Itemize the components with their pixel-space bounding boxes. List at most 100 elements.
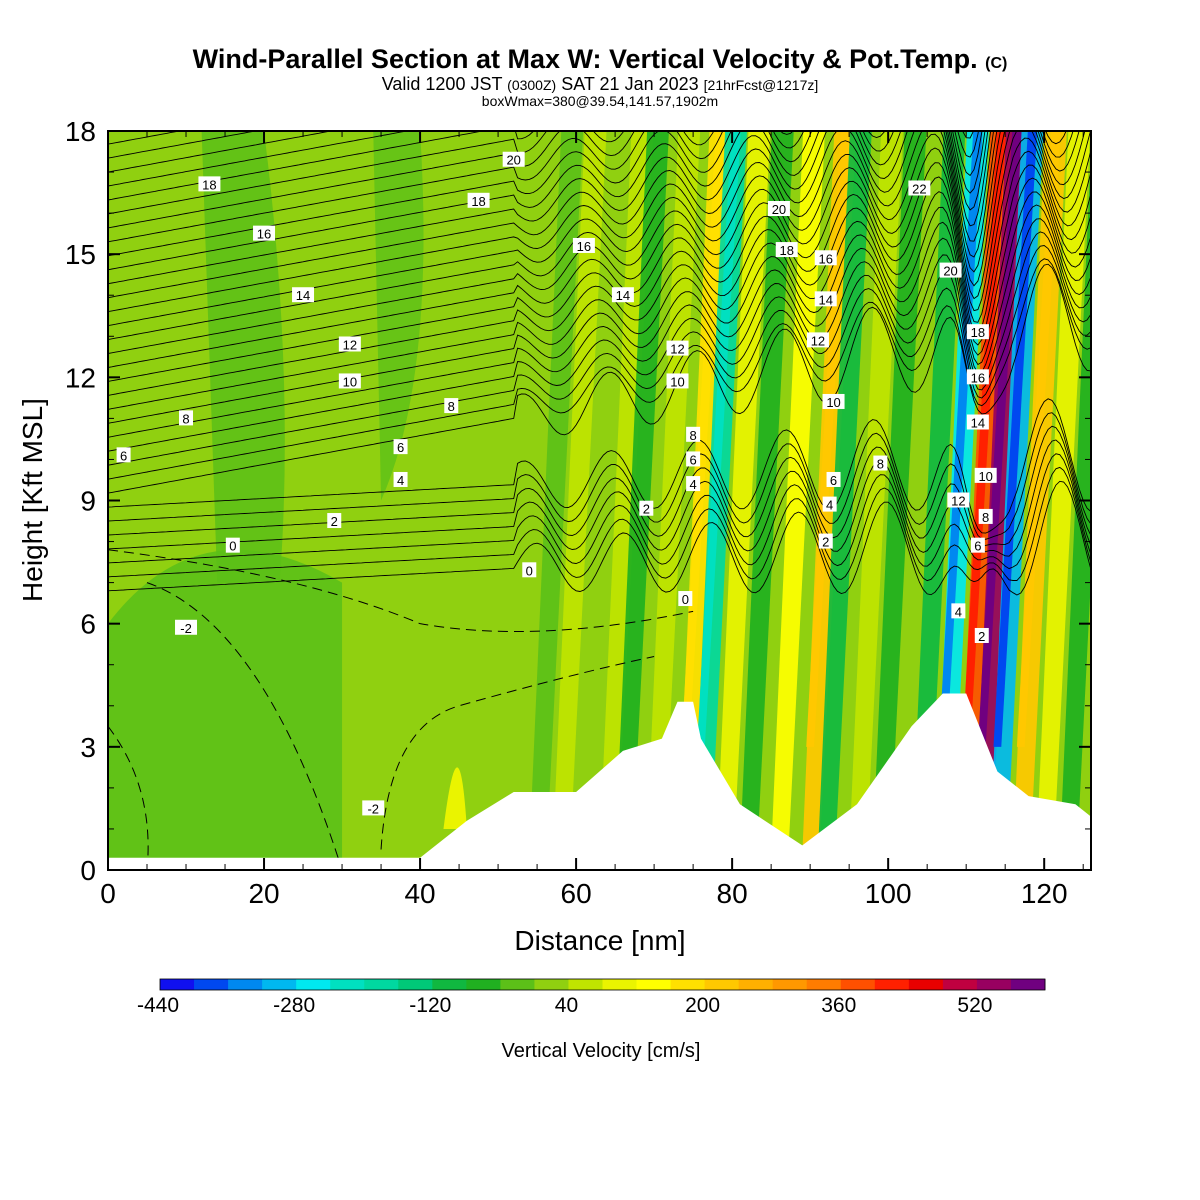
velocity-band-core [1016,131,1061,747]
contour-label-text: 16 [819,251,833,266]
contour-label: 2 [818,533,833,550]
terrain-profile [108,693,1091,870]
y-axis-label: Height [Kft MSL] [17,398,48,602]
contour-label-bg [362,800,385,816]
contour-label: 10 [338,373,361,389]
contour-label-bg [666,340,689,356]
contour-label-bg [775,242,798,258]
field-patch [108,549,343,870]
contour-label-bg [873,455,888,471]
contour-label-text: 6 [974,539,981,554]
velocity-band [910,131,966,870]
contour-label: 20 [502,151,525,168]
contour-label: 4 [686,476,701,492]
contour-label: 8 [179,410,194,426]
contour-label: 6 [826,471,841,488]
theta-contour [108,131,1091,341]
colorbar-swatch [568,979,603,990]
contour-label-text: 22 [912,181,926,196]
contour-label: 14 [611,287,634,303]
colorbar-tick-label: -440 [137,994,179,1017]
theta-contour [108,131,979,201]
contour-label: 6 [970,537,985,554]
contour-label-bg [686,476,701,492]
contour-label-text: 2 [331,514,338,529]
theta-contour [108,453,1091,570]
contour-label-text: 16 [577,239,591,254]
colorbar-frame [159,978,1046,991]
colorbar-tick-label: 520 [957,994,992,1017]
contour-label-bg [686,451,701,467]
vertical-velocity-field [108,131,1091,870]
x-tick-label: 120 [1021,878,1068,909]
velocity-band [871,131,927,870]
contour-label-text: 18 [202,177,216,192]
colorbar-swatch [636,979,672,990]
contour-label-bg [327,513,342,529]
contour-label-text: 14 [296,288,310,303]
contour-label-text: 4 [955,604,962,619]
contour-label: 12 [666,340,689,357]
contour-label-text: 6 [120,448,127,463]
contour-label-bg [822,496,837,512]
velocity-band-core [806,131,850,747]
contour-label-bg [686,426,701,442]
colorbar-swatch [228,979,263,990]
contour-label: 20 [939,262,962,279]
contour-label-text: 12 [343,337,357,352]
theta-contour [108,131,1091,327]
contour-label: 0 [522,562,537,578]
contour-label: 20 [767,201,790,217]
contour-label: -2 [362,800,385,816]
theta-contour [108,137,1091,354]
contour-label-bg [338,373,361,389]
contour-label-text: 8 [690,428,697,443]
contour-label: 18 [198,176,221,192]
colorbar-swatch [466,979,501,990]
contour-label-bg [978,508,993,524]
contour-label: 2 [974,627,989,644]
contour-label-text: 2 [643,502,650,517]
contour-label: 4 [822,496,837,513]
contour-label-bg [467,192,490,208]
contour-label: 16 [572,237,595,254]
valid-date: SAT 21 Jan 2023 [561,74,699,94]
colorbar-tick-label: -120 [409,994,451,1017]
colorbar-tick-label: 360 [821,994,856,1017]
theta-contour [108,131,1086,313]
contour-label-bg [393,471,408,487]
x-axis-label: Distance [nm] [514,925,685,956]
contour-label: 16 [966,369,989,385]
valid-prefix: Valid 1200 JST [381,74,503,94]
contour-label-text: 20 [506,153,520,168]
theta-contour [108,131,989,243]
theta-contour [108,177,1091,396]
theta-contour [108,111,1091,131]
contour-label-text: 14 [819,292,833,307]
contour-label-text: 2 [822,535,829,550]
contour-label-text: 16 [257,227,271,242]
theta-contour [108,258,1091,480]
contour-label-bg [818,533,833,549]
field-patch [373,131,424,501]
colorbar: -440 -280 -120 40 200 360 520 [137,978,1046,1017]
velocity-band [1059,148,1091,870]
colorbar-swatch [398,979,433,990]
theta-contour [108,204,1091,424]
colorbar-swatch [194,979,229,990]
contour-label-bg [966,414,989,430]
contour-label-text: -2 [367,801,379,816]
contour-label-text: 4 [397,473,404,488]
colorbar-swatch [432,979,467,990]
theta-contour [108,164,1091,382]
contour-label: 6 [393,439,408,455]
contour-label-bg [947,492,970,508]
theta-contour-dashed [108,549,694,633]
colorbar-swatch [908,979,944,990]
contour-label-text: 20 [943,264,957,279]
contour-label-text: -2 [180,621,192,636]
contour-label-bg [974,467,997,483]
chart-title: Wind-Parallel Section at Max W: Vertical… [0,44,1200,75]
